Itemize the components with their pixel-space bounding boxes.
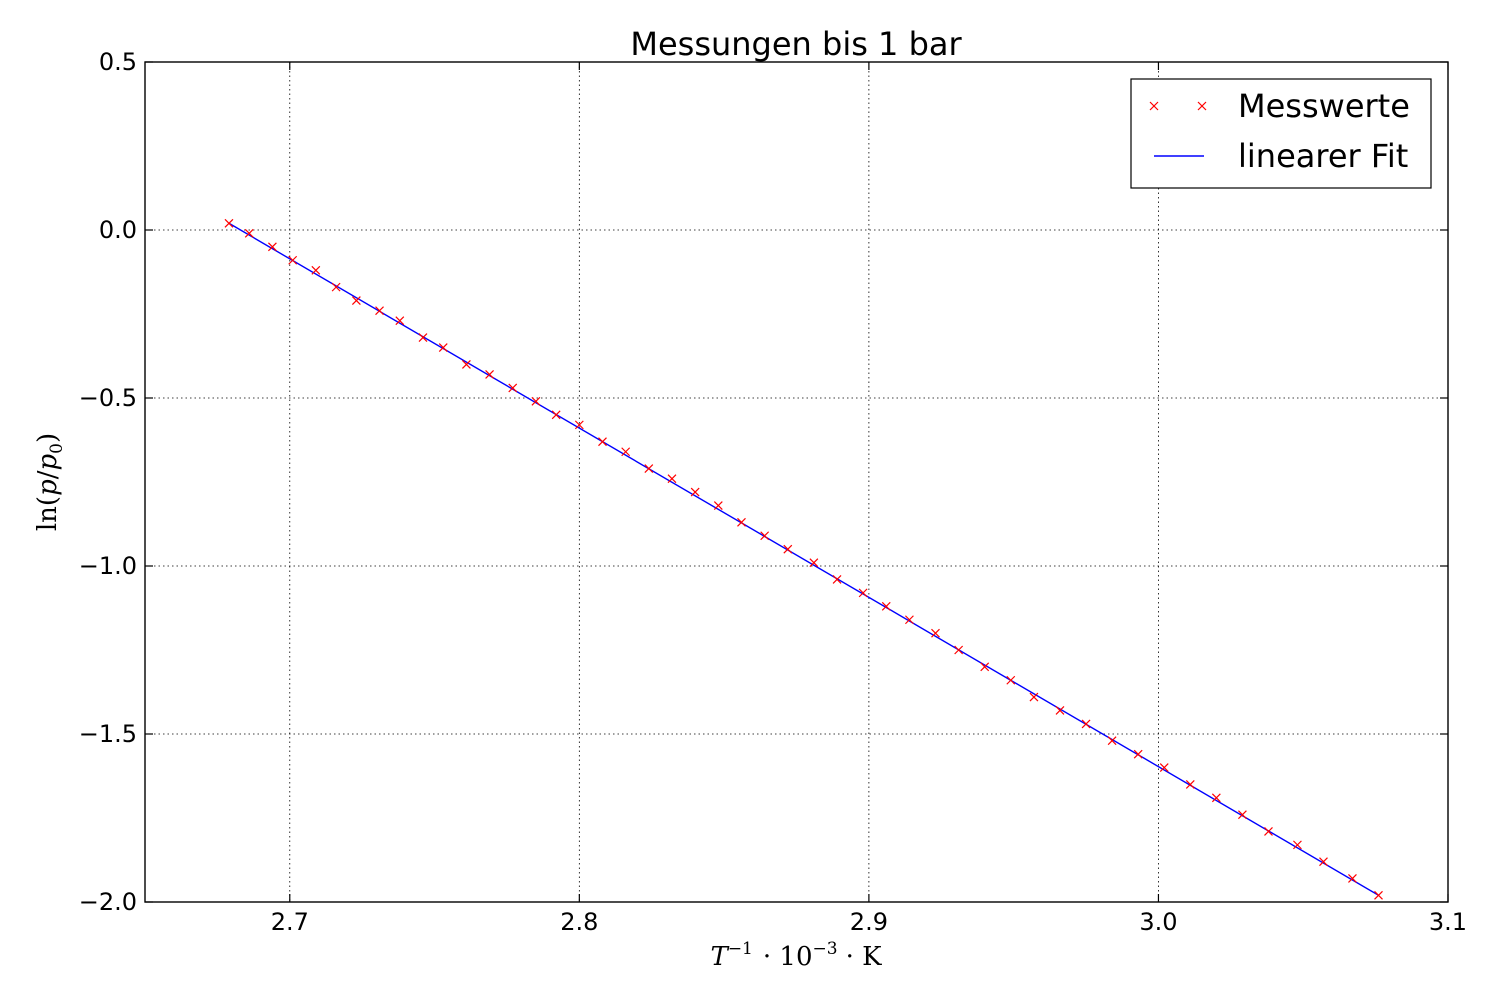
data-point [980, 662, 990, 672]
legend-label-messwerte: Messwerte [1238, 87, 1410, 125]
legend-marker-messwerte [1149, 101, 1207, 111]
plot-frame [144, 61, 1449, 903]
data-point [809, 558, 819, 568]
data-point [418, 333, 428, 342]
chart-title: Messungen bis 1 bar [630, 25, 962, 63]
data-point [1081, 719, 1091, 729]
data-point [1374, 890, 1383, 900]
y-tick-label: −0.5 [79, 384, 137, 412]
data-point [267, 242, 277, 252]
data-point [954, 645, 964, 655]
data-point [574, 420, 584, 430]
y-axis-label: ln(p/p0) [33, 433, 67, 531]
data-point [485, 370, 494, 379]
data-point [905, 615, 914, 625]
y-tick-label: 0.0 [99, 216, 137, 244]
data-point [760, 531, 770, 541]
x-axis-label-unit: · K [846, 942, 883, 972]
data-point [395, 316, 405, 326]
data-point [621, 447, 631, 457]
y-axis-label-p: p [33, 479, 63, 496]
legend-label-linearer-fit: linearer Fit [1238, 137, 1408, 175]
data-point [1293, 840, 1302, 850]
data-point [244, 228, 254, 238]
y-axis-label-p0: p [33, 454, 63, 471]
data-point [224, 218, 234, 228]
data-point [1055, 706, 1065, 715]
plot-area [224, 218, 1383, 900]
data-point [737, 517, 746, 527]
data-point [1006, 675, 1016, 685]
data-point [783, 544, 793, 554]
data-point [1319, 857, 1328, 867]
x-tick-label: 3.1 [1429, 908, 1467, 936]
x-axis-label: T−1 · 10−3 · K [710, 939, 882, 972]
data-point [1211, 793, 1221, 803]
data-point [858, 588, 868, 598]
data-point [1185, 779, 1195, 789]
y-tick-label: −1.0 [79, 552, 137, 580]
legend-marker-x-1 [1149, 101, 1159, 111]
axes-ticks: 2.7 2.8 2.9 3.0 3.1 0.5 0.0 −0.5 −1.0 −1.5 −2.0 [79, 48, 1467, 936]
legend-box [1130, 78, 1432, 189]
x-tick-label: 2.8 [560, 908, 598, 936]
data-point [881, 601, 891, 611]
data-point [438, 343, 448, 353]
data-point [667, 474, 677, 484]
data-point [1159, 763, 1169, 773]
data-point [1237, 810, 1247, 820]
data-point [644, 464, 654, 473]
x-axis-label-factor-exponent: −3 [813, 939, 838, 959]
data-point [375, 306, 384, 316]
x-axis-label-t: T [710, 942, 729, 972]
data-point [1264, 827, 1273, 836]
x-axis-label-factor: · 10 [763, 942, 813, 972]
data-point [351, 296, 361, 305]
data-point [311, 265, 321, 275]
y-axis-label-slash: / [33, 470, 63, 479]
x-tick-label: 3.0 [1139, 908, 1177, 936]
legend: Messwerte linearer Fit [1130, 78, 1432, 189]
data-point [508, 383, 518, 393]
data-point [461, 359, 471, 369]
data-point [331, 282, 341, 292]
y-tick-label: 0.5 [99, 48, 137, 76]
x-tick-label: 2.7 [271, 908, 309, 936]
data-point [288, 255, 298, 265]
x-axis-label-t-exponent: −1 [728, 939, 753, 959]
grid [145, 62, 1448, 902]
data-point [713, 501, 723, 510]
x-tick-label: 2.9 [850, 908, 888, 936]
data-point [931, 628, 940, 638]
y-axis-label-close: ) [33, 433, 63, 443]
y-tick-label: −2.0 [79, 888, 137, 916]
data-point [531, 396, 541, 406]
data-point [1133, 749, 1143, 759]
y-axis-label-p0-subscript: 0 [47, 443, 67, 454]
data-point [598, 437, 607, 447]
data-point [551, 410, 561, 420]
data-point [832, 575, 842, 584]
data-point [1107, 736, 1117, 746]
legend-marker-x-2 [1197, 101, 1207, 111]
y-tick-label: −1.5 [79, 720, 137, 748]
data-point [1348, 874, 1357, 883]
y-axis-label-ln: ln( [33, 496, 63, 531]
data-point [1029, 692, 1039, 702]
data-point [690, 487, 700, 497]
